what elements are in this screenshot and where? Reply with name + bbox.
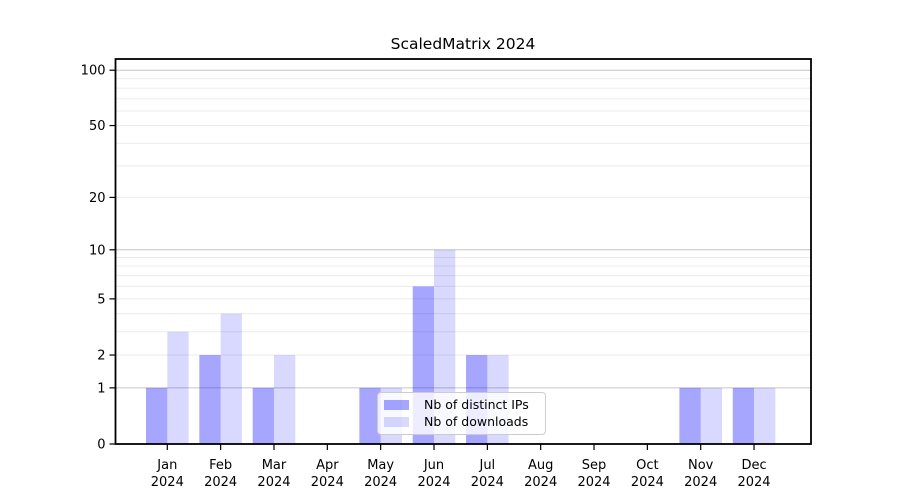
y-tick-label: 1 xyxy=(97,381,105,396)
y-tick-label: 50 xyxy=(89,119,106,134)
x-tick-label-month: Aug xyxy=(528,458,553,473)
legend-item-distinct-ips: Nb of distinct IPs xyxy=(384,397,540,413)
bar-downloads xyxy=(273,355,296,444)
y-tick-label: 10 xyxy=(89,243,106,258)
y-tick-label: 20 xyxy=(89,191,106,206)
bar-distinct-ips xyxy=(252,387,274,444)
bar-distinct-ips xyxy=(679,387,701,444)
x-tick-label-year: 2024 xyxy=(631,475,664,490)
legend-label-distinct-ips: Nb of distinct IPs xyxy=(424,397,529,412)
x-tick-label-month: Dec xyxy=(741,458,766,473)
x-tick-label-month: Jan xyxy=(156,458,177,473)
x-tick-label-year: 2024 xyxy=(524,475,557,490)
bar-distinct-ips xyxy=(359,387,381,444)
y-tick-label: 0 xyxy=(97,438,105,453)
legend-label-downloads: Nb of downloads xyxy=(424,414,529,429)
y-tick-label: 5 xyxy=(97,292,105,307)
x-tick-label-month: Oct xyxy=(636,458,658,473)
x-tick-label-year: 2024 xyxy=(151,475,184,490)
x-tick-label-month: Jun xyxy=(423,458,444,473)
x-tick-label-year: 2024 xyxy=(417,475,450,490)
x-tick-label-year: 2024 xyxy=(471,475,504,490)
bar-downloads xyxy=(220,313,242,444)
x-tick-label-year: 2024 xyxy=(737,475,770,490)
x-tick-label-month: Sep xyxy=(582,458,607,473)
x-tick-label-month: Jul xyxy=(478,458,495,473)
x-tick-label-month: Nov xyxy=(688,458,714,473)
x-tick-label-year: 2024 xyxy=(364,475,397,490)
x-tick-label-month: Apr xyxy=(316,458,339,473)
x-tick-label-month: May xyxy=(367,458,394,473)
x-tick-label-year: 2024 xyxy=(577,475,610,490)
x-tick-label-year: 2024 xyxy=(257,475,290,490)
bar-downloads xyxy=(754,387,776,444)
y-tick-label: 100 xyxy=(81,64,106,79)
x-tick-label-year: 2024 xyxy=(311,475,344,490)
legend-swatch-distinct-ips-icon xyxy=(384,400,409,410)
legend: Nb of distinct IPs Nb of downloads xyxy=(377,392,546,435)
x-tick-label-year: 2024 xyxy=(684,475,717,490)
x-tick-label-month: Mar xyxy=(262,458,287,473)
bar-downloads xyxy=(167,331,189,444)
bar-distinct-ips xyxy=(146,387,168,444)
x-tick-label-year: 2024 xyxy=(204,475,237,490)
bar-downloads xyxy=(700,387,722,444)
x-tick-label-month: Feb xyxy=(209,458,232,473)
legend-swatch-downloads-icon xyxy=(384,417,409,427)
plot-border xyxy=(114,58,812,445)
legend-item-downloads: Nb of downloads xyxy=(384,414,540,430)
bar-distinct-ips xyxy=(199,355,221,444)
chart-title: ScaledMatrix 2024 xyxy=(390,35,536,53)
bar-distinct-ips xyxy=(732,387,755,444)
y-tick-label: 2 xyxy=(97,349,105,364)
